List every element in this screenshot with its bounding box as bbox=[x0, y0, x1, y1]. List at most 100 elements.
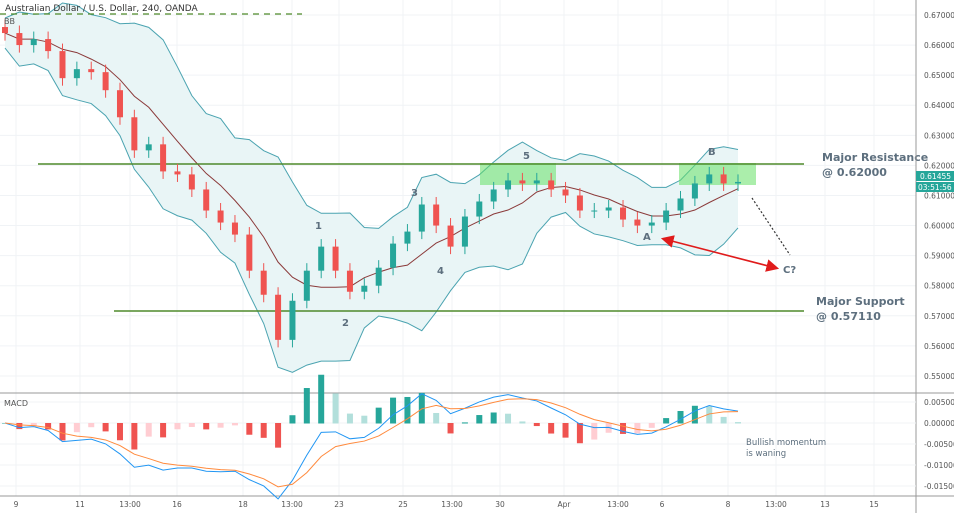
time-tick: Apr bbox=[558, 500, 572, 509]
time-axis[interactable]: 9 11 13:00 16 18 13:00 23 25 13:00 30 Apr 13:00 6 8 13… bbox=[14, 500, 879, 509]
candle-body bbox=[476, 201, 483, 217]
macd-histogram-bar bbox=[706, 406, 713, 424]
price-tick: 0.57000 bbox=[924, 312, 954, 321]
macd-histogram-bar bbox=[433, 412, 440, 424]
price-tick: 0.59000 bbox=[924, 252, 954, 261]
resistance-zone-2 bbox=[679, 163, 756, 185]
macd-histogram-bar bbox=[375, 407, 382, 424]
wave-label-5: 5 bbox=[523, 151, 530, 162]
macd-histogram-bar bbox=[260, 423, 267, 438]
macd-histogram-bar bbox=[145, 423, 152, 437]
candle-body bbox=[691, 183, 698, 199]
candle-body bbox=[706, 174, 713, 184]
macd-histogram-bar bbox=[88, 423, 95, 428]
macd-histogram-bar bbox=[461, 422, 468, 424]
macd-indicator-label[interactable]: MACD bbox=[4, 399, 28, 408]
candle-body bbox=[461, 216, 468, 247]
macd-histogram-bar bbox=[188, 423, 195, 427]
time-tick: 13:00 bbox=[607, 500, 629, 509]
bb-indicator-label[interactable]: BB bbox=[4, 17, 15, 26]
resistance-zone-1 bbox=[480, 163, 556, 185]
candle-body bbox=[231, 222, 238, 235]
time-tick: 13:00 bbox=[765, 500, 787, 509]
candle-body bbox=[490, 189, 497, 202]
time-tick: 11 bbox=[75, 500, 85, 509]
signal-line bbox=[4, 398, 739, 488]
time-tick: 13:00 bbox=[119, 500, 141, 509]
candle-body bbox=[361, 285, 368, 292]
candle-body bbox=[548, 180, 555, 190]
candle-body bbox=[30, 39, 37, 46]
macd-histogram-bar bbox=[246, 423, 253, 435]
candle-body bbox=[260, 270, 267, 295]
price-tick: 0.65000 bbox=[924, 71, 954, 80]
time-tick: 25 bbox=[398, 500, 408, 509]
resistance-value: @ 0.62000 bbox=[822, 166, 887, 179]
macd-line bbox=[4, 393, 739, 500]
time-tick: 16 bbox=[172, 500, 182, 509]
price-tick: 0.56000 bbox=[924, 342, 954, 351]
time-tick: 23 bbox=[334, 500, 344, 509]
red-double-arrow bbox=[660, 235, 780, 272]
wave-label-a: A bbox=[643, 232, 651, 243]
time-tick: 30 bbox=[495, 500, 505, 509]
macd-histogram-bar bbox=[231, 423, 238, 426]
candle-body bbox=[2, 27, 8, 34]
candle-body bbox=[188, 174, 195, 190]
support-value: @ 0.57110 bbox=[816, 310, 881, 323]
candle-body bbox=[519, 180, 526, 184]
lower-band bbox=[4, 47, 739, 373]
countdown-value: 03:51:56 bbox=[918, 183, 952, 192]
macd-histogram-bar bbox=[576, 423, 583, 444]
macd-histogram-bar bbox=[634, 423, 641, 434]
macd-histogram-bar bbox=[548, 423, 555, 434]
macd-histogram-bar bbox=[131, 423, 138, 450]
candle-body bbox=[289, 300, 296, 340]
price-badge-value: 0.61455 bbox=[920, 172, 951, 181]
candle-body bbox=[735, 181, 741, 184]
candle-body bbox=[663, 210, 670, 223]
price-tick: 0.61000 bbox=[924, 191, 954, 200]
macd-tick: 0.00500 bbox=[924, 398, 954, 407]
candle-body bbox=[677, 198, 684, 211]
macd-histogram-bar bbox=[73, 423, 80, 433]
price-tick: 0.55000 bbox=[924, 372, 954, 381]
macd-histogram-bar bbox=[404, 396, 411, 424]
projection-dotted-line bbox=[751, 197, 791, 256]
macd-histogram-bar bbox=[102, 423, 109, 432]
price-tick: 0.62000 bbox=[924, 161, 954, 170]
macd-histogram-bar bbox=[174, 423, 181, 430]
macd-histogram-bar bbox=[332, 393, 339, 424]
candle-body bbox=[375, 267, 382, 286]
macd-histogram-bar bbox=[217, 423, 224, 428]
macd-tick: -0.00500 bbox=[924, 440, 954, 449]
price-tick: 0.60000 bbox=[924, 222, 954, 231]
macd-histogram-bar bbox=[648, 423, 655, 428]
candle-body bbox=[505, 180, 512, 190]
price-tick: 0.63000 bbox=[924, 131, 954, 140]
candle-body bbox=[318, 246, 325, 271]
wave-label-2: 2 bbox=[342, 318, 349, 329]
price-tick: 0.64000 bbox=[924, 101, 954, 110]
candle-body bbox=[404, 231, 411, 244]
macd-histogram-bar bbox=[318, 374, 325, 424]
candle-body bbox=[591, 210, 598, 212]
candle-body bbox=[73, 69, 80, 79]
price-axis[interactable]: 0.67000 0.66000 0.65000 0.64000 0.63000 0.620… bbox=[924, 11, 954, 381]
candle-body bbox=[620, 207, 627, 220]
macd-histogram-bar bbox=[418, 392, 425, 424]
candle-body bbox=[634, 219, 641, 226]
candle-body bbox=[605, 207, 612, 211]
middle-band bbox=[4, 32, 739, 288]
macd-histogram-bar bbox=[160, 423, 167, 438]
macd-histogram-bar bbox=[677, 411, 684, 424]
candle-body bbox=[433, 204, 440, 226]
candle-body bbox=[217, 210, 224, 223]
macd-histogram-bar bbox=[505, 413, 512, 424]
candle-body bbox=[275, 294, 282, 340]
macd-histogram-bar bbox=[346, 413, 353, 424]
candle-body bbox=[116, 90, 123, 118]
